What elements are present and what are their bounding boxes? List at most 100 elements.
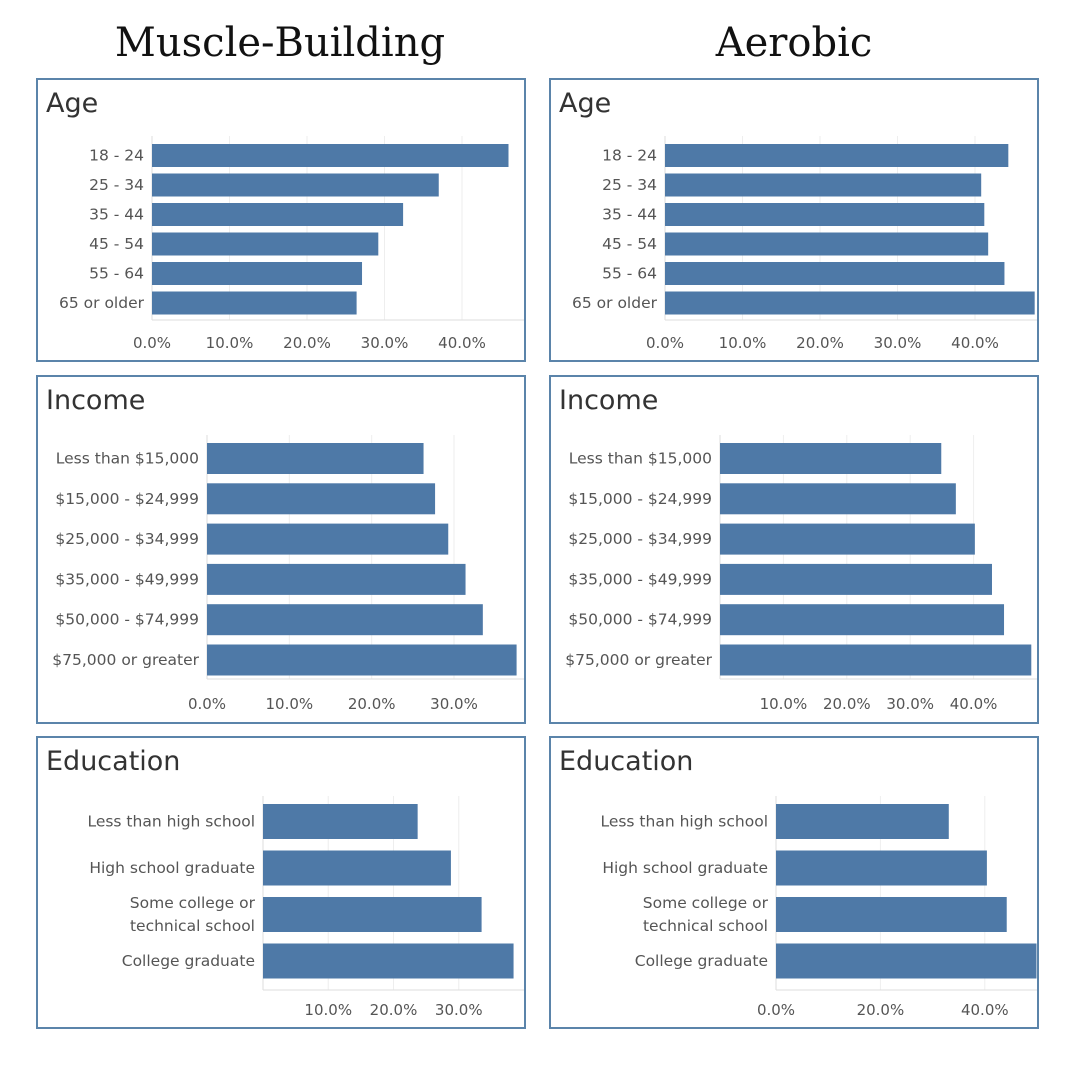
x-tick-label: 10.0% bbox=[760, 695, 808, 713]
panel-title: Age bbox=[559, 88, 612, 119]
category-label: 55 - 64 bbox=[89, 265, 144, 283]
x-tick-label: 30.0% bbox=[886, 695, 934, 713]
category-label: Less than high school bbox=[600, 813, 768, 831]
x-tick-label: 30.0% bbox=[874, 334, 922, 352]
x-tick-label: 0.0% bbox=[133, 334, 171, 352]
category-label: 55 - 64 bbox=[602, 265, 657, 283]
aerobic-title: Aerobic bbox=[715, 20, 873, 66]
category-label: $35,000 - $49,999 bbox=[568, 570, 712, 588]
category-label: 25 - 34 bbox=[602, 176, 657, 194]
aerobic-education-chart: 0.0% 20.0% 40.0% Less than high school High … bbox=[600, 796, 1037, 1019]
bar bbox=[152, 173, 439, 197]
bar bbox=[720, 563, 992, 595]
aerobic-income-panel: Income 10.0% 20.0% 30.0% 40.0% Less than $15… bbox=[549, 375, 1039, 724]
aerobic-age-panel: Age 0.0% 10.0% 20.0% 30.0% 40.0% 18 - 24 25 - … bbox=[549, 78, 1039, 362]
x-tick-label: 20.0% bbox=[370, 1001, 418, 1019]
bar bbox=[720, 604, 1005, 636]
category-label: 18 - 24 bbox=[602, 147, 657, 165]
panel-title: Income bbox=[559, 385, 659, 416]
x-tick-label: 20.0% bbox=[857, 1001, 905, 1019]
bar bbox=[207, 523, 449, 555]
category-label: $35,000 - $49,999 bbox=[55, 570, 199, 588]
category-label: Less than $15,000 bbox=[569, 450, 712, 468]
muscle-education-chart: 10.0% 20.0% 30.0% Less than high school High… bbox=[87, 796, 524, 1019]
muscle-age-chart: 0.0% 10.0% 20.0% 30.0% 40.0% 18 - 24 25 - 34 35… bbox=[59, 136, 524, 352]
bar bbox=[665, 203, 985, 226]
bar bbox=[665, 262, 1005, 285]
category-label: $50,000 - $74,999 bbox=[55, 611, 199, 629]
bar bbox=[263, 897, 482, 932]
x-tick-label: 40.0% bbox=[961, 1001, 1009, 1019]
bar bbox=[152, 203, 404, 226]
bar bbox=[776, 943, 1037, 979]
category-label: 18 - 24 bbox=[89, 147, 144, 165]
x-tick-label: 20.0% bbox=[283, 334, 331, 352]
category-label: technical school bbox=[130, 917, 255, 935]
category-label: High school graduate bbox=[89, 859, 255, 877]
panel-title: Income bbox=[46, 385, 146, 416]
category-label: technical school bbox=[643, 917, 768, 935]
x-tick-label: 30.0% bbox=[361, 334, 409, 352]
bar bbox=[152, 232, 379, 256]
aerobic-income-chart: 10.0% 20.0% 30.0% 40.0% Less than $15,000 $15… bbox=[565, 435, 1037, 713]
panel-title: Age bbox=[46, 88, 99, 119]
category-label: 35 - 44 bbox=[89, 206, 144, 224]
x-tick-label: 10.0% bbox=[719, 334, 767, 352]
x-tick-label: 20.0% bbox=[796, 334, 844, 352]
category-label: Some college or bbox=[130, 894, 256, 912]
x-tick-label: 10.0% bbox=[266, 695, 314, 713]
muscle-age-panel: Age 0.0% 10.0% 20.0% 30.0% 40.0% 18 - 24 25 - … bbox=[36, 78, 526, 362]
category-label: College graduate bbox=[122, 952, 255, 970]
bar bbox=[152, 144, 509, 167]
x-tick-label: 30.0% bbox=[430, 695, 478, 713]
bar bbox=[720, 443, 942, 474]
bar bbox=[207, 443, 424, 474]
category-label: College graduate bbox=[635, 952, 768, 970]
x-tick-label: 10.0% bbox=[206, 334, 254, 352]
x-tick-label: 0.0% bbox=[757, 1001, 795, 1019]
bar bbox=[263, 850, 451, 886]
bar bbox=[720, 644, 1032, 676]
x-tick-label: 0.0% bbox=[646, 334, 684, 352]
aerobic-education-panel: Education 0.0% 20.0% 40.0% Less than high s… bbox=[549, 736, 1039, 1029]
bar bbox=[207, 483, 436, 515]
x-tick-label: 20.0% bbox=[348, 695, 396, 713]
bar bbox=[776, 804, 949, 839]
bar bbox=[665, 232, 989, 256]
bar bbox=[207, 563, 466, 595]
category-label: High school graduate bbox=[602, 859, 768, 877]
bar bbox=[207, 604, 483, 636]
category-label: 65 or older bbox=[572, 294, 658, 312]
category-label: 45 - 54 bbox=[602, 235, 657, 253]
category-label: $75,000 or greater bbox=[52, 651, 199, 669]
bar bbox=[720, 523, 975, 555]
bar bbox=[776, 850, 987, 886]
bar bbox=[152, 262, 363, 285]
bar bbox=[263, 943, 514, 979]
muscle-building-title: Muscle-Building bbox=[114, 20, 446, 66]
category-label: 65 or older bbox=[59, 294, 145, 312]
x-tick-label: 40.0% bbox=[951, 334, 999, 352]
category-label: Some college or bbox=[643, 894, 769, 912]
bar bbox=[665, 144, 1009, 167]
category-label: Less than $15,000 bbox=[56, 450, 199, 468]
bar bbox=[665, 173, 982, 197]
panel-title: Education bbox=[46, 746, 181, 777]
x-tick-label: 20.0% bbox=[823, 695, 871, 713]
x-tick-label: 30.0% bbox=[435, 1001, 483, 1019]
panel-title: Education bbox=[559, 746, 694, 777]
muscle-education-panel: Education 10.0% 20.0% 30.0% Less than high … bbox=[36, 736, 526, 1029]
category-label: Less than high school bbox=[87, 813, 255, 831]
category-label: 45 - 54 bbox=[89, 235, 144, 253]
aerobic-age-chart: 0.0% 10.0% 20.0% 30.0% 40.0% 18 - 24 25 - 34 35… bbox=[572, 136, 1037, 352]
category-label: $25,000 - $34,999 bbox=[568, 530, 712, 548]
category-label: 25 - 34 bbox=[89, 176, 144, 194]
x-tick-label: 0.0% bbox=[188, 695, 226, 713]
category-label: $75,000 or greater bbox=[565, 651, 712, 669]
bar bbox=[207, 644, 517, 676]
category-label: $15,000 - $24,999 bbox=[568, 490, 712, 508]
category-label: 35 - 44 bbox=[602, 206, 657, 224]
muscle-income-panel: Income 0.0% 10.0% 20.0% 30.0% Less than $15,… bbox=[36, 375, 526, 724]
category-label: $15,000 - $24,999 bbox=[55, 490, 199, 508]
bar bbox=[720, 483, 956, 515]
